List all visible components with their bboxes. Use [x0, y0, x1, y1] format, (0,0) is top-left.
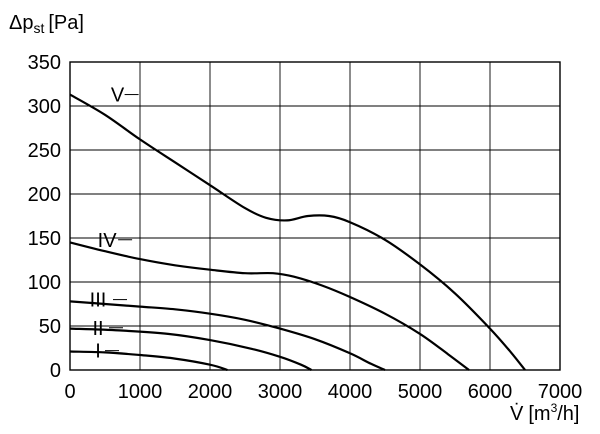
curve-label-III: III — [90, 290, 107, 312]
x-tick-label-0: 0 — [64, 381, 75, 403]
y-tick-label-250: 250 — [28, 140, 61, 162]
curve-IV — [69, 241, 470, 371]
x-tick-label-1000: 1000 — [118, 381, 163, 403]
y-axis-label: Δpst [Pa] — [9, 12, 84, 36]
y-tick-label-200: 200 — [28, 184, 61, 206]
x-tick-labels: 0 1000 2000 3000 4000 5000 6000 7000 — [64, 381, 582, 403]
curves — [69, 93, 526, 372]
y-tick-labels: 0 50 100 150 200 250 300 350 — [28, 52, 61, 382]
curve-II — [69, 327, 313, 371]
y-tick-label-350: 350 — [28, 52, 61, 74]
curve-III — [69, 300, 386, 372]
curve-label-V: V — [111, 85, 125, 107]
grid — [70, 62, 560, 370]
x-tick-label-2000: 2000 — [188, 381, 233, 403]
y-axis-label-sub: st — [33, 20, 44, 36]
x-tick-label-6000: 6000 — [468, 381, 513, 403]
x-tick-label-7000: 7000 — [538, 381, 583, 403]
x-axis-label: V̇ [m3/h] — [510, 401, 580, 425]
plot-frame — [69, 61, 561, 371]
y-axis-label-unit: [Pa] — [48, 12, 84, 34]
x-axis-label-unit-post: /h] — [557, 403, 579, 425]
curve-label-IV: IV — [98, 230, 118, 252]
y-axis-label-main: Δp — [9, 12, 33, 34]
curve-label-I: I — [95, 341, 101, 363]
x-axis-label-unit-sup: 3 — [551, 401, 558, 415]
x-axis-label-unit-pre: [m — [528, 403, 550, 425]
y-tick-label-0: 0 — [50, 360, 61, 382]
x-tick-label-5000: 5000 — [398, 381, 443, 403]
curve-I — [69, 350, 228, 372]
curve-label-II: II — [92, 318, 103, 340]
y-tick-label-100: 100 — [28, 272, 61, 294]
curve-V — [69, 93, 526, 371]
y-tick-label-150: 150 — [28, 228, 61, 250]
x-tick-label-4000: 4000 — [328, 381, 373, 403]
x-tick-label-3000: 3000 — [258, 381, 303, 403]
x-axis-label-main: V̇ — [510, 403, 524, 425]
y-tick-label-50: 50 — [39, 316, 61, 338]
y-tick-label-300: 300 — [28, 96, 61, 118]
